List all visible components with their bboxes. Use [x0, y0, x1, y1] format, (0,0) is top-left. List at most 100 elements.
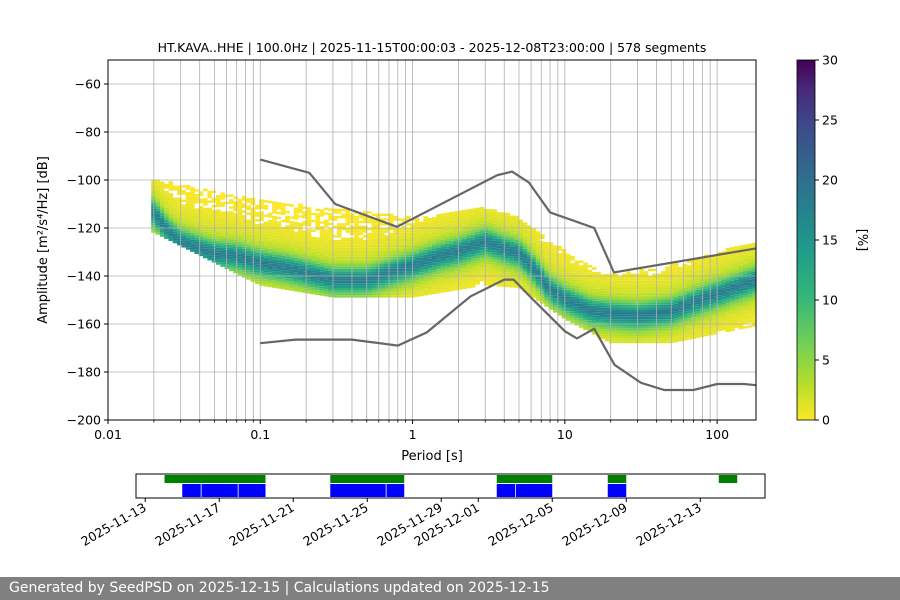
heatmap-cell [466, 249, 472, 253]
heatmap-cell [397, 268, 403, 272]
heatmap-cell [587, 286, 593, 289]
heatmap-cell [626, 340, 632, 344]
heatmap-cell [319, 252, 325, 255]
heatmap-cell [565, 284, 571, 288]
heatmap-cell [721, 268, 727, 271]
heatmap-cell [747, 279, 752, 283]
heatmap-cell [177, 226, 182, 229]
heatmap-cell [358, 276, 364, 279]
heatmap-cell [548, 247, 554, 250]
heatmap-cell [393, 249, 398, 252]
heatmap-cell [250, 214, 256, 218]
heatmap-cell [514, 259, 519, 262]
heatmap-cell [371, 295, 377, 298]
heatmap-cell [190, 220, 195, 224]
heatmap-cell [613, 278, 619, 281]
heatmap-cell [557, 301, 562, 304]
heatmap-cell [527, 290, 532, 293]
heatmap-cell [427, 222, 433, 226]
heatmap-cell [358, 240, 364, 243]
heatmap-cell [626, 333, 632, 336]
heatmap-cell [734, 318, 740, 321]
heatmap-cell [285, 256, 290, 259]
heatmap-cell [345, 256, 351, 260]
heatmap-cell [341, 216, 346, 219]
heatmap-cell [406, 273, 411, 276]
heatmap-cell [730, 261, 735, 264]
heatmap-cell [311, 246, 316, 249]
heatmap-cell [717, 326, 722, 329]
heatmap-cell [254, 245, 260, 248]
heatmap-cell [444, 231, 450, 235]
heatmap-cell [695, 275, 701, 278]
heatmap-cell [190, 211, 195, 214]
heatmap-cell [496, 243, 502, 246]
heatmap-cell [578, 286, 584, 290]
heatmap-cell [181, 218, 187, 222]
heatmap-cell [591, 291, 597, 294]
heatmap-cell [540, 291, 545, 295]
heatmap-cell [462, 245, 467, 249]
heatmap-cell [596, 286, 601, 289]
heatmap-cell [246, 243, 251, 247]
heatmap-cell [475, 253, 480, 256]
heatmap-cell [738, 281, 744, 284]
heatmap-cell [570, 270, 575, 273]
heatmap-cell [241, 219, 247, 223]
heatmap-cell [397, 244, 403, 248]
heatmap-cell [708, 263, 714, 266]
heatmap-cell [185, 230, 191, 233]
heatmap-cell [177, 243, 182, 246]
heatmap-cell [263, 221, 269, 225]
heatmap-cell [483, 230, 489, 233]
heatmap-cell [414, 246, 420, 249]
heatmap-cell [336, 266, 342, 269]
heatmap-cell [276, 216, 282, 220]
heatmap-cell [181, 185, 187, 188]
heatmap-cell [216, 255, 221, 258]
heatmap-cell [449, 267, 454, 270]
heatmap-cell [380, 240, 385, 243]
heatmap-cell [565, 299, 571, 302]
heatmap-cell [401, 247, 407, 250]
heatmap-cell [302, 290, 308, 293]
heatmap-cell [596, 283, 601, 287]
heatmap-cell [345, 264, 351, 267]
heatmap-cell [673, 311, 679, 314]
heatmap-cell [466, 228, 472, 231]
heatmap-cell [704, 281, 709, 284]
heatmap-cell [522, 258, 528, 261]
heatmap-cell [613, 321, 619, 324]
heatmap-cell [259, 230, 264, 233]
heatmap-cell [514, 218, 519, 221]
heatmap-cell [436, 216, 441, 219]
heatmap-cell [643, 309, 649, 312]
heatmap-cell [626, 309, 632, 312]
heatmap-cell [367, 280, 372, 284]
heatmap-cell [241, 253, 247, 256]
heatmap-cell [354, 220, 359, 224]
heatmap-cell [609, 302, 614, 305]
heatmap-cell [509, 265, 515, 269]
heatmap-cell [643, 290, 649, 293]
heatmap-cell [721, 287, 727, 290]
heatmap-cell [401, 278, 407, 281]
heatmap-cell [449, 274, 454, 277]
heatmap-cell [678, 331, 683, 335]
heatmap-cell [544, 301, 549, 305]
heatmap-cell [682, 311, 688, 315]
heatmap-cell [678, 322, 683, 325]
heatmap-cell [613, 304, 619, 308]
heatmap-cell [302, 283, 308, 286]
heatmap-cell [181, 233, 187, 236]
heatmap-cell [168, 185, 174, 189]
heatmap-cell [358, 273, 364, 276]
heatmap-cell [367, 256, 372, 260]
heatmap-cell [509, 275, 515, 278]
heatmap-cell [371, 283, 377, 286]
heatmap-cell [509, 229, 515, 233]
heatmap-cell [552, 264, 558, 267]
availability-bar-blue [238, 484, 266, 497]
heatmap-cell [427, 287, 433, 290]
heatmap-cell [423, 273, 428, 277]
